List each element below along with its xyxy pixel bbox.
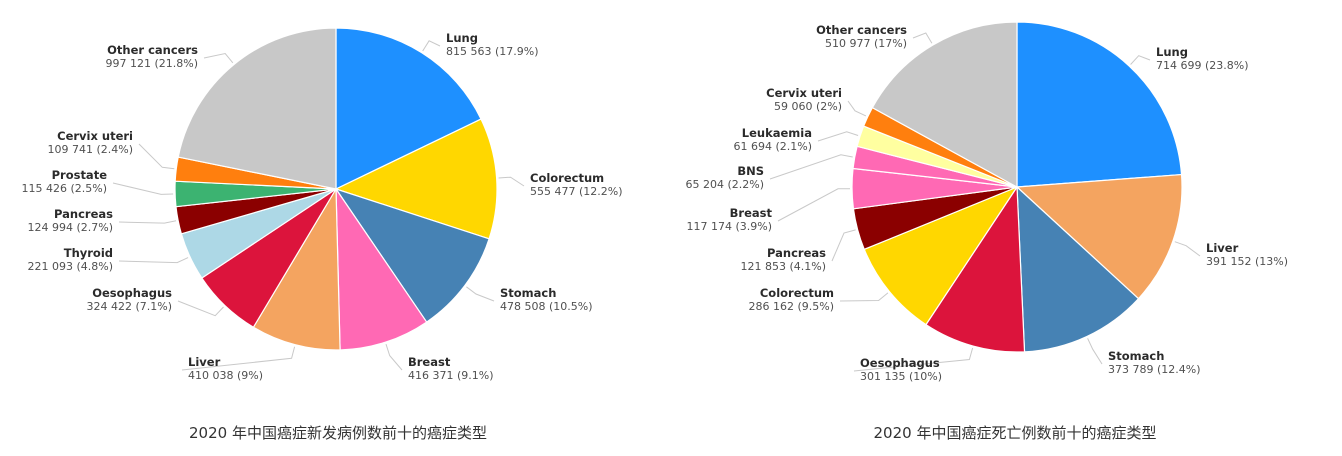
leader-line-pancreas <box>831 229 856 262</box>
pie-slice-liver <box>1016 173 1183 300</box>
slice-value-cervix-uteri: 109 741 (2.4%) <box>47 143 133 156</box>
slice-label-leukaemia: Leukaemia <box>742 126 812 140</box>
leader-line-other-cancers <box>203 52 234 64</box>
slice-value-bns: 65 204 (2.2%) <box>685 178 764 191</box>
leader-line-breast <box>385 343 403 371</box>
leader-line-lung <box>422 40 441 52</box>
leader-line-colorectum <box>498 176 525 187</box>
slice-value-colorectum: 555 477 (12.2%) <box>530 185 623 198</box>
slice-value-cervix-uteri: 59 060 (2%) <box>774 100 842 113</box>
slice-value-pancreas: 124 994 (2.7%) <box>27 221 113 234</box>
slice-value-liver: 391 152 (13%) <box>1206 255 1288 268</box>
slice-value-breast: 117 174 (3.9%) <box>686 220 772 233</box>
slice-value-other-cancers: 997 121 (21.8%) <box>105 57 198 70</box>
leader-line-oesophagus <box>177 300 224 317</box>
pie-slice-oesophagus <box>925 186 1026 353</box>
leader-line-prostate <box>112 182 174 195</box>
leader-line-stomach <box>466 286 495 302</box>
leader-line-pancreas <box>118 220 177 224</box>
slice-label-pancreas: Pancreas <box>54 207 113 221</box>
slice-label-colorectum: Colorectum <box>760 286 834 300</box>
leader-line-bns <box>769 154 853 180</box>
slice-label-oesophagus: Oesophagus <box>860 356 940 370</box>
leader-line-lung <box>1130 55 1151 65</box>
slice-label-liver: Liver <box>188 355 221 369</box>
leader-line-oesophagus <box>853 347 974 372</box>
slice-label-other-cancers: Other cancers <box>816 23 907 37</box>
leader-line-liver <box>1174 241 1201 257</box>
slice-label-stomach: Stomach <box>1108 349 1164 363</box>
mortality-chart-title: 2020 年中国癌症死亡例数前十的癌症类型 <box>874 424 1157 442</box>
slice-value-stomach: 373 789 (12.4%) <box>1108 363 1201 376</box>
pie-slice-other-cancers <box>177 27 337 190</box>
leader-line-colorectum <box>839 292 889 302</box>
slice-label-pancreas: Pancreas <box>767 246 826 260</box>
slice-label-lung: Lung <box>1156 45 1188 59</box>
slice-label-liver: Liver <box>1206 241 1239 255</box>
slice-label-stomach: Stomach <box>500 286 556 300</box>
leader-line-leukaemia <box>817 131 859 142</box>
pie-slices <box>174 27 498 351</box>
pie-slice-lung <box>1016 21 1183 188</box>
slice-value-breast: 416 371 (9.1%) <box>408 369 494 382</box>
slice-label-thyroid: Thyroid <box>64 246 113 260</box>
leader-line-stomach <box>1087 338 1103 365</box>
slice-value-lung: 815 563 (17.9%) <box>446 45 539 58</box>
pie-slice-lung <box>335 27 482 190</box>
slice-label-prostate: Prostate <box>52 168 108 182</box>
slice-label-bns: BNS <box>737 164 764 178</box>
slice-label-lung: Lung <box>446 31 478 45</box>
pie-slice-breast <box>335 188 428 351</box>
slice-label-cervix-uteri: Cervix uteri <box>766 86 842 100</box>
slice-label-breast: Breast <box>730 206 773 220</box>
slice-value-pancreas: 121 853 (4.1%) <box>740 260 826 273</box>
slice-label-breast: Breast <box>408 355 451 369</box>
pie-slice-colorectum <box>335 118 498 240</box>
pie-slices <box>851 21 1183 353</box>
slice-value-colorectum: 286 162 (9.5%) <box>748 300 834 313</box>
leader-line-breast <box>777 188 851 222</box>
pie-slice-colorectum <box>863 186 1018 326</box>
leader-line-liver <box>181 346 296 371</box>
pie-slice-liver <box>252 188 341 351</box>
slice-value-stomach: 478 508 (10.5%) <box>500 300 593 313</box>
slice-label-oesophagus: Oesophagus <box>92 286 172 300</box>
slice-value-thyroid: 221 093 (4.8%) <box>27 260 113 273</box>
pie-slice-stomach <box>1016 186 1140 353</box>
slice-value-leukaemia: 61 694 (2.1%) <box>733 140 812 153</box>
leader-line-other-cancers <box>912 32 933 44</box>
leader-lines <box>112 40 525 371</box>
slice-value-oesophagus: 301 135 (10%) <box>860 370 942 383</box>
slice-value-oesophagus: 324 422 (7.1%) <box>86 300 172 313</box>
leader-line-cervix-uteri <box>847 100 867 117</box>
pie-slice-stomach <box>335 188 490 323</box>
slice-value-other-cancers: 510 977 (17%) <box>825 37 907 50</box>
leader-lines <box>769 32 1201 372</box>
slice-label-other-cancers: Other cancers <box>107 43 198 57</box>
slice-value-lung: 714 699 (23.8%) <box>1156 59 1249 72</box>
slice-label-colorectum: Colorectum <box>530 171 604 185</box>
slice-label-cervix-uteri: Cervix uteri <box>57 129 133 143</box>
leader-line-thyroid <box>118 257 189 264</box>
incidence-chart-title: 2020 年中国癌症新发病例数前十的癌症类型 <box>189 424 487 442</box>
slice-value-prostate: 115 426 (2.5%) <box>21 182 107 195</box>
slice-value-liver: 410 038 (9%) <box>188 369 263 382</box>
pie-slice-other-cancers <box>871 21 1018 188</box>
leader-line-cervix-uteri <box>138 143 175 170</box>
